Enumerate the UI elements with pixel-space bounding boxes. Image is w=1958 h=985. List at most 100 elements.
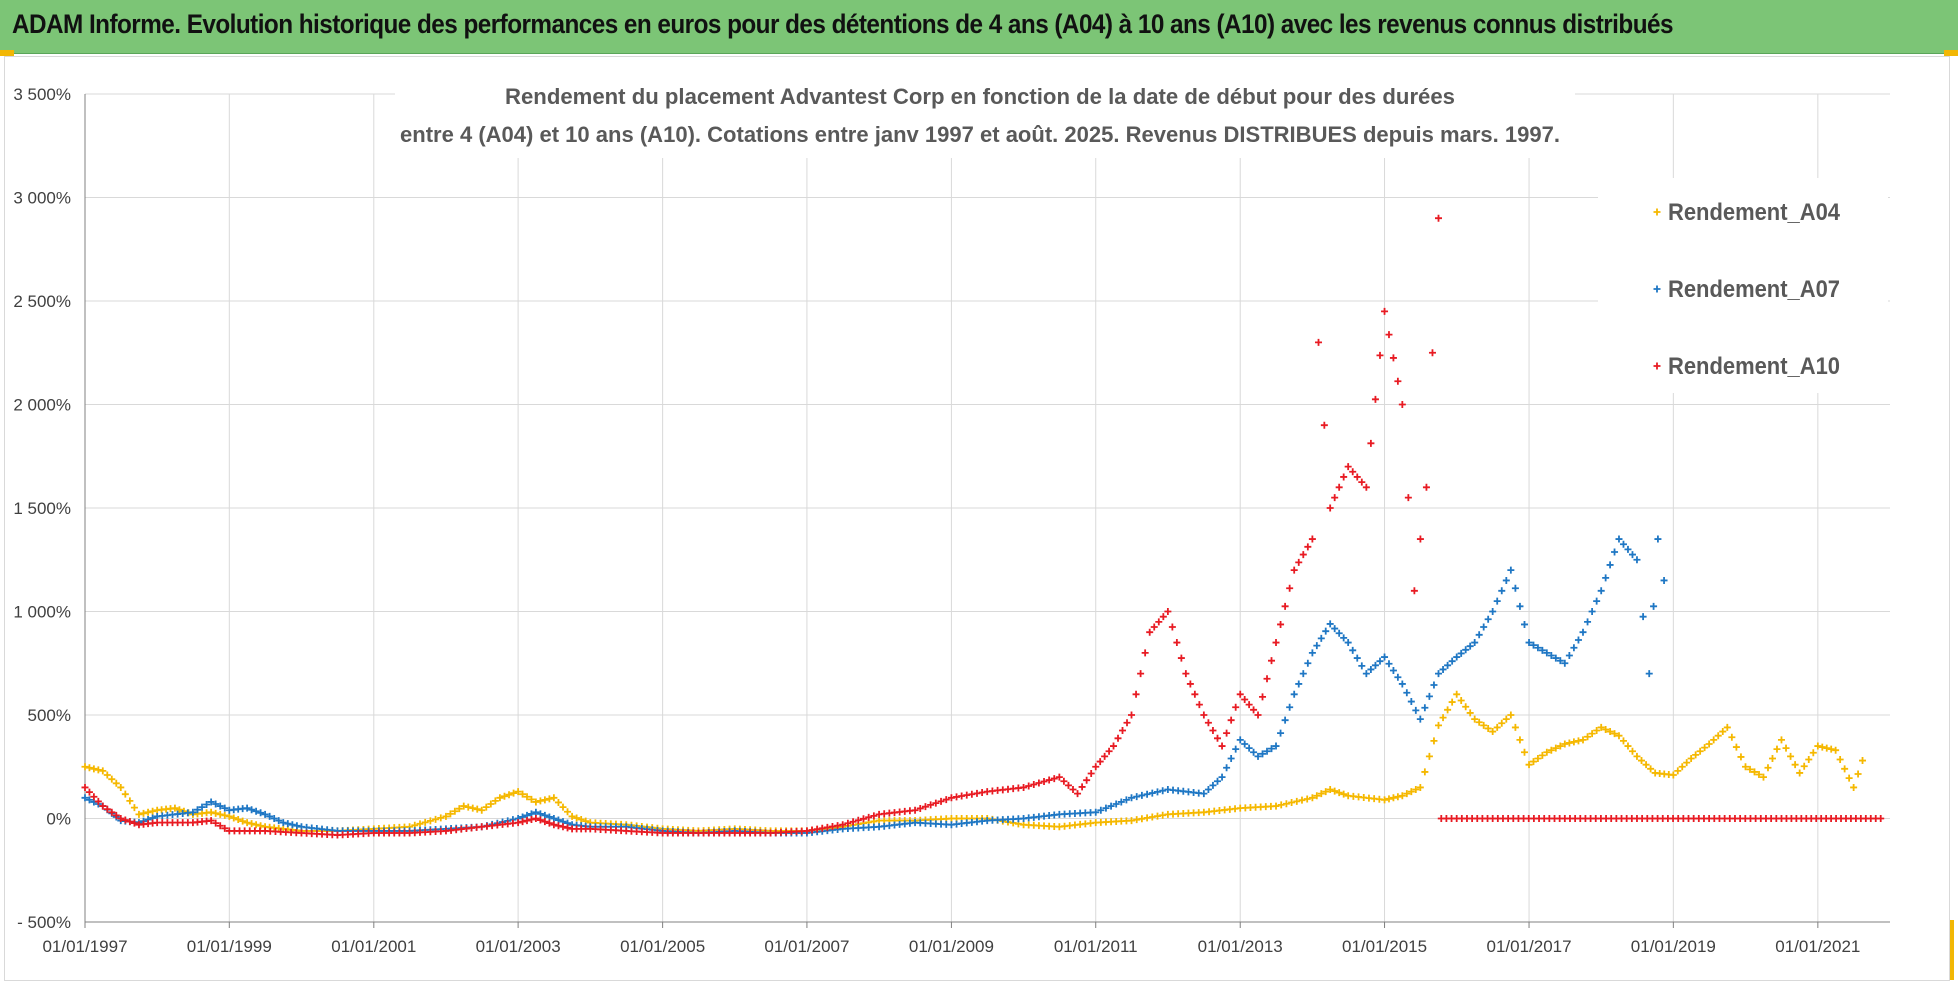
- data-point: [1381, 307, 1389, 315]
- data-point: [1326, 620, 1334, 628]
- data-point: [1295, 558, 1303, 566]
- data-point: [1692, 751, 1700, 759]
- data-point: [550, 821, 558, 829]
- data-point: [225, 812, 233, 820]
- data-point: [184, 819, 192, 827]
- data-point: [1293, 797, 1301, 805]
- data-point: [1398, 401, 1406, 408]
- data-point: [1732, 743, 1740, 751]
- data-point: [1254, 711, 1262, 719]
- data-point: [1796, 769, 1804, 777]
- data-point: [1375, 795, 1383, 803]
- data-point: [1416, 715, 1424, 723]
- data-point: [541, 818, 549, 826]
- data-point: [1534, 754, 1542, 762]
- data-point: [1241, 695, 1249, 703]
- data-point: [1322, 627, 1330, 635]
- data-point: [126, 818, 134, 826]
- data-point: [1223, 729, 1231, 737]
- data-point: [1141, 649, 1149, 657]
- data-point: [942, 820, 950, 828]
- data-point: [1322, 788, 1330, 796]
- data-point: [1340, 634, 1348, 642]
- data-point: [1231, 805, 1239, 813]
- data-point: [1146, 628, 1154, 636]
- data-point: [103, 771, 111, 779]
- data-point: [464, 803, 472, 811]
- data-point: [532, 815, 540, 822]
- data-point: [239, 805, 247, 813]
- data-point: [1489, 728, 1497, 736]
- data-point: [1728, 733, 1736, 741]
- data-point: [1615, 535, 1623, 543]
- data-point: [1639, 613, 1647, 621]
- data-point: [1398, 792, 1406, 800]
- data-point: [1308, 649, 1316, 657]
- data-point: [1317, 634, 1325, 642]
- data-point: [1335, 789, 1343, 797]
- data-point: [130, 804, 138, 812]
- data-point: [1412, 786, 1420, 794]
- data-point: [1035, 779, 1043, 787]
- data-point: [135, 810, 143, 818]
- data-point: [1195, 789, 1203, 797]
- data-point: [1096, 758, 1104, 766]
- data-point: [437, 814, 445, 822]
- legend-label: Rendement_A07: [1668, 276, 1840, 303]
- data-point: [1214, 734, 1221, 742]
- data-point: [117, 815, 125, 822]
- data-point: [1159, 613, 1167, 621]
- data-point: [1389, 354, 1397, 362]
- chart-frame: [4, 56, 1950, 981]
- data-point: [252, 807, 260, 815]
- data-point: [1628, 747, 1636, 755]
- data-point: [99, 767, 107, 775]
- data-point: [1638, 757, 1646, 765]
- data-point: [1155, 618, 1163, 626]
- data-point: [275, 817, 283, 825]
- data-point: [1040, 778, 1048, 786]
- data-point: [1317, 790, 1325, 798]
- data-point: [1014, 784, 1022, 792]
- data-point: [1290, 566, 1298, 574]
- data-point: [1444, 661, 1452, 669]
- legend-marker: [1653, 362, 1661, 370]
- data-point: [203, 817, 211, 825]
- x-tick-label: 01/01/1999: [187, 937, 272, 956]
- data-point: [937, 797, 945, 805]
- data-point: [1570, 644, 1578, 652]
- data-point: [536, 816, 544, 824]
- data-point: [1498, 587, 1506, 595]
- data-point: [1298, 796, 1306, 804]
- data-point: [1628, 815, 1636, 822]
- data-point: [1782, 744, 1790, 752]
- data-point: [1060, 777, 1068, 785]
- data-point: [451, 807, 459, 815]
- data-point: [545, 813, 553, 821]
- data-point: [834, 822, 842, 830]
- data-point: [1186, 680, 1194, 688]
- data-point: [1850, 783, 1858, 791]
- data-point: [1439, 665, 1447, 673]
- data-point: [1737, 753, 1745, 761]
- data-point: [416, 820, 424, 828]
- data-point: [1267, 802, 1275, 810]
- series-Rendement_A10: [81, 214, 1885, 839]
- data-point: [1416, 535, 1424, 543]
- data-point: [1719, 728, 1727, 736]
- data-point: [523, 793, 531, 801]
- data-point: [1398, 680, 1406, 688]
- data-point: [212, 800, 220, 808]
- data-point: [854, 816, 862, 824]
- data-point: [1502, 715, 1510, 723]
- data-point: [184, 809, 192, 817]
- data-point: [1647, 765, 1655, 773]
- data-point: [1138, 791, 1146, 799]
- data-point: [1117, 798, 1125, 806]
- data-point: [1259, 750, 1267, 758]
- data-point: [1394, 793, 1402, 801]
- series-Rendement_A04: [81, 690, 1867, 835]
- data-point: [1209, 781, 1217, 789]
- data-point: [1841, 765, 1849, 773]
- data-point: [293, 822, 301, 830]
